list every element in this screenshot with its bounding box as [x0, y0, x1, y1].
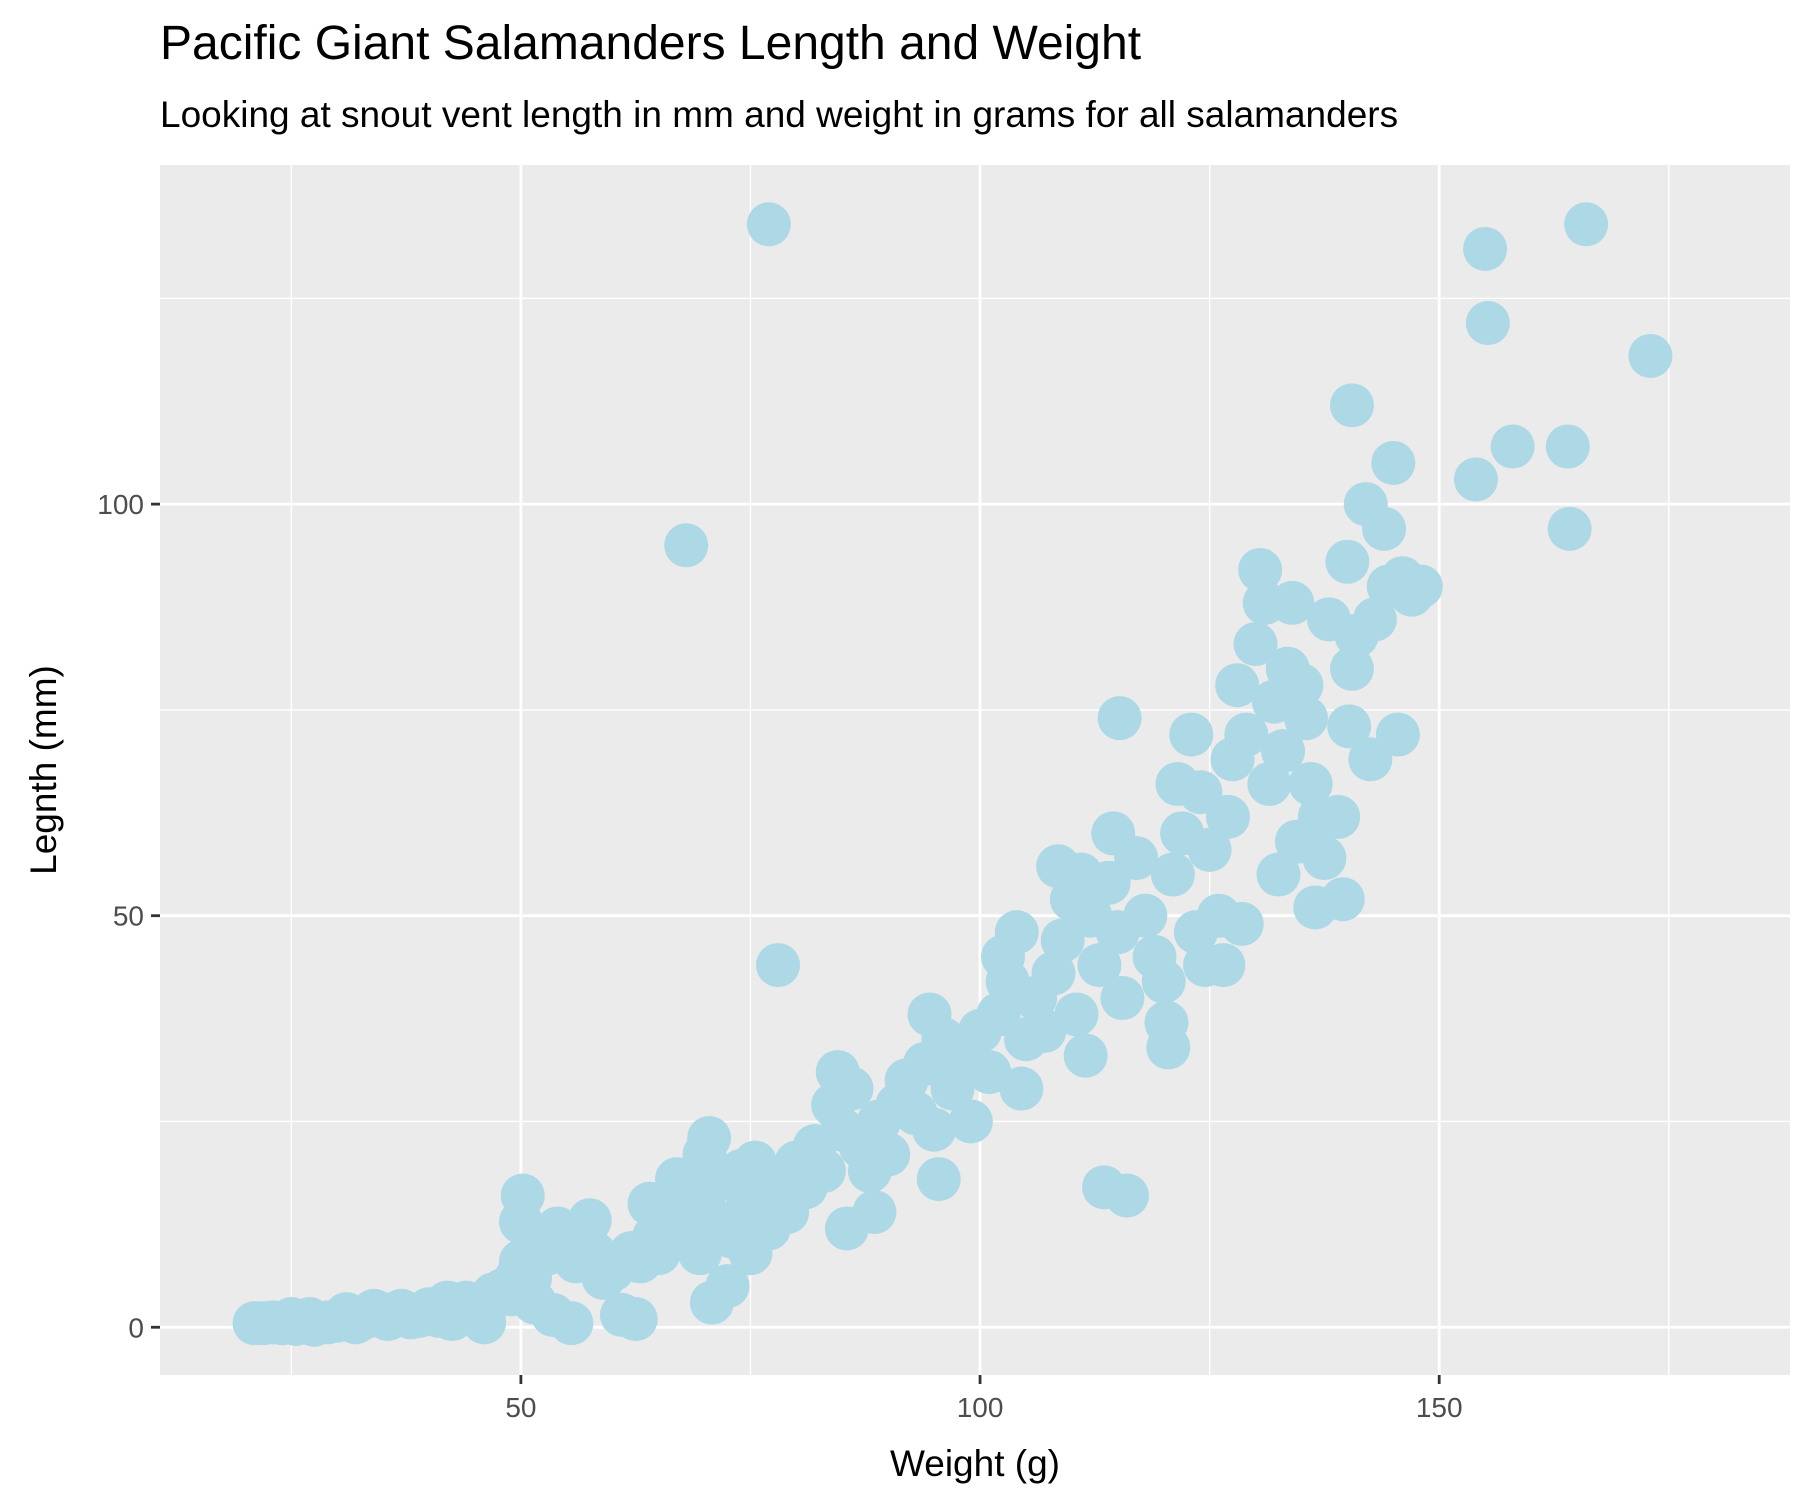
data-point [1465, 301, 1510, 346]
data-point [1247, 761, 1292, 806]
data-point [1371, 440, 1416, 485]
data-point [1224, 712, 1269, 757]
x-tick-label: 150 [1416, 1392, 1463, 1423]
data-point [1398, 564, 1443, 609]
axis-ticks [151, 502, 1441, 1384]
data-point [687, 1115, 732, 1160]
data-point [1564, 202, 1609, 247]
data-point [1169, 712, 1214, 757]
data-point [1352, 597, 1397, 642]
data-point [1490, 424, 1535, 469]
data-point [1362, 506, 1407, 551]
y-tick-label: 100 [97, 489, 144, 520]
data-point [1123, 893, 1168, 938]
y-axis-title: Legnth (mm) [23, 665, 64, 875]
data-point [1302, 836, 1347, 881]
data-point [1329, 646, 1374, 691]
data-point [1054, 992, 1099, 1037]
data-point [1261, 729, 1306, 774]
x-tick-label: 100 [957, 1392, 1004, 1423]
data-point [664, 523, 709, 568]
minor-gridlines [160, 165, 1790, 1375]
x-axis-title: Weight (g) [890, 1443, 1060, 1484]
x-tick-label: 50 [505, 1392, 536, 1423]
data-point [1329, 383, 1374, 428]
chart-title: Pacific Giant Salamanders Length and Wei… [160, 17, 1142, 70]
data-point [1284, 696, 1329, 741]
data-point [1031, 951, 1076, 996]
data-point [1316, 794, 1361, 839]
data-point [1256, 852, 1301, 897]
data-point [1150, 852, 1195, 897]
data-point [916, 1157, 961, 1202]
data-point [567, 1198, 612, 1243]
data-point [1233, 622, 1278, 667]
data-point [1114, 836, 1159, 881]
data-point [1104, 1173, 1149, 1218]
data-point [948, 1099, 993, 1144]
y-tick-label: 50 [113, 901, 144, 932]
data-point [852, 1190, 897, 1235]
data-point [994, 910, 1039, 955]
data-point [705, 1264, 750, 1309]
data-point [549, 1301, 594, 1346]
data-point [930, 1066, 975, 1111]
data-point [1077, 943, 1122, 988]
data-point [1201, 943, 1246, 988]
data-point [1205, 794, 1250, 839]
data-point [1187, 827, 1232, 872]
data-point [1547, 506, 1592, 551]
data-point [866, 1132, 911, 1177]
data-point [1219, 901, 1264, 946]
data-point [999, 1066, 1044, 1111]
data-point [1320, 877, 1365, 922]
data-point [1545, 424, 1590, 469]
data-point [1238, 547, 1283, 592]
data-point [801, 1148, 846, 1193]
data-point [756, 943, 801, 988]
data-point [1215, 663, 1260, 708]
data-point [1279, 663, 1324, 708]
data-point [1375, 712, 1420, 757]
data-point [1628, 333, 1673, 378]
data-point [1270, 580, 1315, 625]
data-point [1327, 704, 1372, 749]
data-point [1146, 1025, 1191, 1070]
data-point [829, 1066, 874, 1111]
plot-panel [160, 165, 1790, 1375]
data-point [613, 1297, 658, 1342]
data-point [1325, 539, 1370, 584]
chart-subtitle: Looking at snout vent length in mm and w… [160, 94, 1399, 135]
data-point [1100, 976, 1145, 1021]
axis-tick-labels: 50 100 150 0 50 100 [97, 489, 1462, 1423]
data-point [1453, 457, 1498, 502]
data-point [912, 1107, 957, 1152]
y-tick-label: 0 [128, 1312, 144, 1343]
data-point [1097, 696, 1142, 741]
data-point [746, 202, 791, 247]
data-point [1141, 959, 1186, 1004]
data-points [232, 202, 1673, 1347]
data-point [1063, 1033, 1108, 1078]
data-point [1463, 226, 1508, 271]
data-point [1288, 761, 1333, 806]
